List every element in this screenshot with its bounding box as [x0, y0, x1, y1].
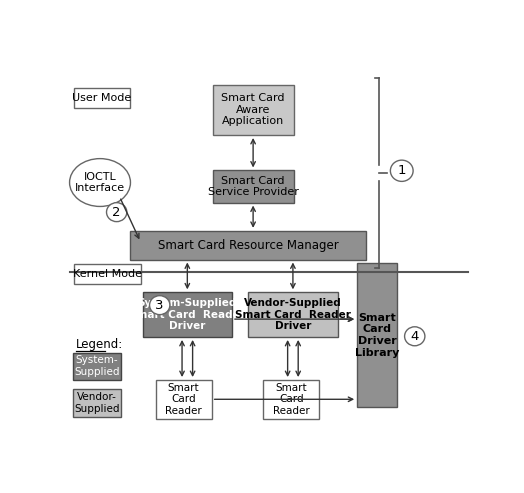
Circle shape	[106, 203, 127, 222]
Bar	[143, 292, 232, 337]
Ellipse shape	[70, 159, 130, 207]
Bar	[213, 85, 294, 135]
Bar	[73, 352, 121, 380]
Text: Smart
Card
Reader: Smart Card Reader	[273, 383, 310, 416]
Circle shape	[149, 296, 170, 315]
Text: Vendor-
Supplied: Vendor- Supplied	[74, 392, 119, 414]
Bar	[263, 380, 319, 419]
Circle shape	[405, 327, 425, 346]
Text: IOCTL
Interface: IOCTL Interface	[75, 172, 125, 193]
Text: Smart Card Resource Manager: Smart Card Resource Manager	[158, 239, 339, 251]
Text: Smart
Card
Reader: Smart Card Reader	[165, 383, 202, 416]
Text: User Mode: User Mode	[72, 93, 132, 103]
Bar	[130, 231, 366, 260]
Text: Smart Card
Service Provider: Smart Card Service Provider	[208, 176, 299, 197]
Bar	[73, 389, 121, 417]
Text: Smart
Card
Driver
Library: Smart Card Driver Library	[355, 313, 399, 357]
Text: 2: 2	[113, 206, 121, 218]
Text: Kernel Mode: Kernel Mode	[73, 269, 141, 279]
Text: 1: 1	[398, 164, 406, 177]
Text: Smart Card
Aware
Application: Smart Card Aware Application	[221, 93, 285, 126]
Bar	[213, 171, 294, 203]
Text: Legend:: Legend:	[75, 338, 123, 351]
Circle shape	[390, 160, 413, 181]
Bar	[357, 263, 397, 407]
Text: 4: 4	[411, 330, 419, 343]
Text: 3: 3	[156, 299, 164, 312]
Text: System-
Supplied: System- Supplied	[74, 355, 119, 377]
Text: Vendor-Supplied
Smart Card  Reader
Driver: Vendor-Supplied Smart Card Reader Driver	[235, 298, 351, 331]
Bar	[248, 292, 337, 337]
Bar	[73, 264, 140, 284]
Text: System-Supplied
Smart Card  Reader
Driver: System-Supplied Smart Card Reader Driver	[129, 298, 245, 331]
Bar	[156, 380, 212, 419]
Bar	[73, 88, 130, 108]
